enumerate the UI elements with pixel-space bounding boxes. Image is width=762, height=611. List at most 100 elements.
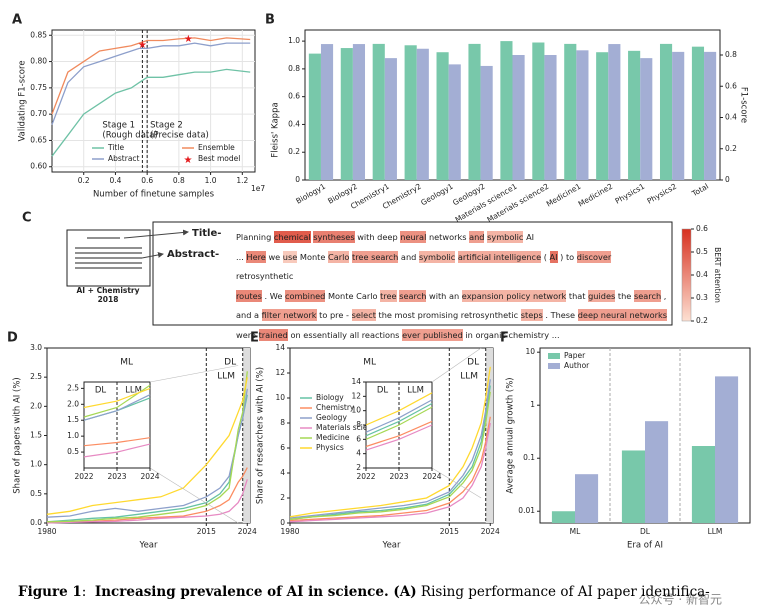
era-label: ML [363,358,376,368]
era-label: LLM [217,372,235,382]
series-line [289,391,491,520]
highlighted-token: Here [246,250,266,263]
y-tick-label: 3.0 [30,343,42,352]
bar [715,376,739,523]
bar [672,51,685,180]
highlighted-token: steps [520,309,543,321]
token: Planning [236,232,272,242]
y-tick-label: 0.5 [67,447,79,456]
bar [596,52,609,180]
token: to pre - [319,310,349,320]
series-line [365,399,433,433]
token: Monte Carlo [327,290,378,301]
token: and [400,251,417,262]
y-tick-label: 1 [530,400,535,409]
inset-connector [431,467,482,499]
bar [532,42,545,180]
y-axis-label: Share of researchers with AI (%) [256,367,266,504]
x-tick-label: 2015 [197,527,216,536]
x-tick-label: 2024 [422,472,441,481]
token: ) to [560,251,575,262]
token: , [663,290,667,301]
title-label: Title- [192,228,221,239]
y-tick-label: 1.0 [67,431,79,440]
x-tick-label: 2022 [356,472,375,481]
highlighted-token: guides [588,289,616,302]
y-tick-label: 1.5 [30,431,42,440]
series-line [365,420,433,448]
bar [691,46,705,180]
legend-swatch [548,363,560,369]
x-tick-label: 0.8 [173,176,185,185]
series-line [289,422,491,523]
bar [448,64,461,180]
bar [691,446,715,523]
y-axis-label: Share of papers with AI (%) [13,377,23,493]
doc-year: 2018 [98,295,119,304]
bar [551,511,575,523]
legend-label: Paper [564,351,586,360]
y-tick-label: 14 [275,343,285,352]
caption-part: Figure 1 [18,584,82,600]
y-tick-label: 12 [275,368,285,377]
x-tick-label: Medicine2 [577,182,615,209]
series-line [83,394,151,421]
text-line: routes . We combined Monte Carlo tree se… [236,287,668,307]
token: . We [264,290,283,301]
era-shade [242,348,250,523]
bar [308,53,321,180]
token: ... [236,251,244,262]
series-line [289,416,491,522]
highlighted-token: search [399,289,427,302]
token: AI [526,232,535,242]
bar [340,48,353,180]
series-line [365,424,433,451]
bar [416,48,429,180]
y-tick-label: 0.2 [288,147,300,156]
highlighted-token: symbolic [418,250,456,263]
series-line [46,479,248,524]
series-line [289,366,491,518]
abstract-box [152,221,673,326]
x-tick-label: Physics2 [645,182,678,206]
bar [704,51,717,180]
token: and a [236,310,260,320]
series-line [365,392,433,426]
panel-label: B [265,13,275,28]
highlighted-token: and [469,231,485,243]
series-line [365,406,433,440]
best-model-marker: ★ [138,40,147,51]
y-tick-label: 4 [280,468,285,477]
x-axis-label: Number of finetune samples [93,190,215,200]
highlighted-token: combined [284,289,326,302]
highlighted-token: chemical [273,231,311,243]
legend-label: Geology [316,413,347,422]
series-line [83,443,151,458]
y-tick-label: 0.8 [288,64,300,73]
x-tick-label: Total [689,182,710,199]
series-line [46,388,248,518]
x-tick-label: Medicine1 [545,182,583,209]
y-tick-label: 0.85 [30,30,47,39]
highlighted-token: neural [400,231,427,243]
legend-label: Abstract [108,154,140,163]
bar [372,43,385,181]
x-tick-label: 2024 [481,527,500,536]
highlighted-token: discover [576,250,612,263]
x-tick-label: 2022 [74,472,93,481]
y-axis-label: Fleiss' Kappa [271,102,281,157]
y-tick-label: 0.80 [30,57,47,66]
bar [640,58,653,180]
y-tick-label: 0 [280,518,285,527]
y-tick-label: 0.01 [518,506,535,515]
plot-area [51,29,256,173]
token: the most promising retrosynthetic [378,310,519,320]
y-tick-label: 8 [356,420,361,429]
bar [404,45,417,181]
inset-era-label: DL [377,386,389,396]
bar [608,44,621,180]
y-tick-label: 2 [280,493,285,502]
y-tick-label: 1.5 [67,415,79,424]
x-tick-label: DL [640,527,651,536]
